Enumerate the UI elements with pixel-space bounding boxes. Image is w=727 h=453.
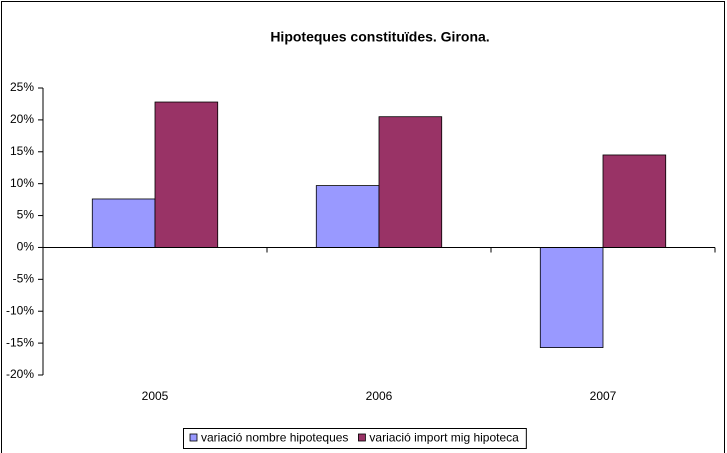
y-tick-label: 25% <box>10 80 34 94</box>
y-tick-label: -20% <box>6 367 34 381</box>
legend-swatch <box>189 433 198 442</box>
bar <box>602 154 667 248</box>
y-tick-label: 0% <box>17 240 35 254</box>
legend-label: variació import mig hipoteca <box>369 431 519 445</box>
x-tick-label: 2006 <box>366 389 393 403</box>
legend <box>183 428 527 449</box>
bar <box>315 185 380 248</box>
legend-label: variació nombre hipoteques <box>201 431 348 445</box>
y-tick-label: 5% <box>17 208 35 222</box>
y-tick-label: 15% <box>10 144 34 158</box>
bar <box>539 247 604 348</box>
bar <box>378 116 443 248</box>
y-tick-label: -10% <box>6 303 34 317</box>
y-tick-label: -5% <box>13 272 35 286</box>
x-tick-label: 2005 <box>142 389 169 403</box>
legend-swatch <box>358 433 366 442</box>
bar <box>154 101 219 248</box>
x-tick-label: 2007 <box>590 389 617 403</box>
chart-title: Hipoteques constituïdes. Girona. <box>270 29 489 45</box>
bar <box>91 198 156 248</box>
y-tick-label: 10% <box>10 176 34 190</box>
y-tick-label: 20% <box>10 112 34 126</box>
y-tick-label: -15% <box>6 335 34 349</box>
